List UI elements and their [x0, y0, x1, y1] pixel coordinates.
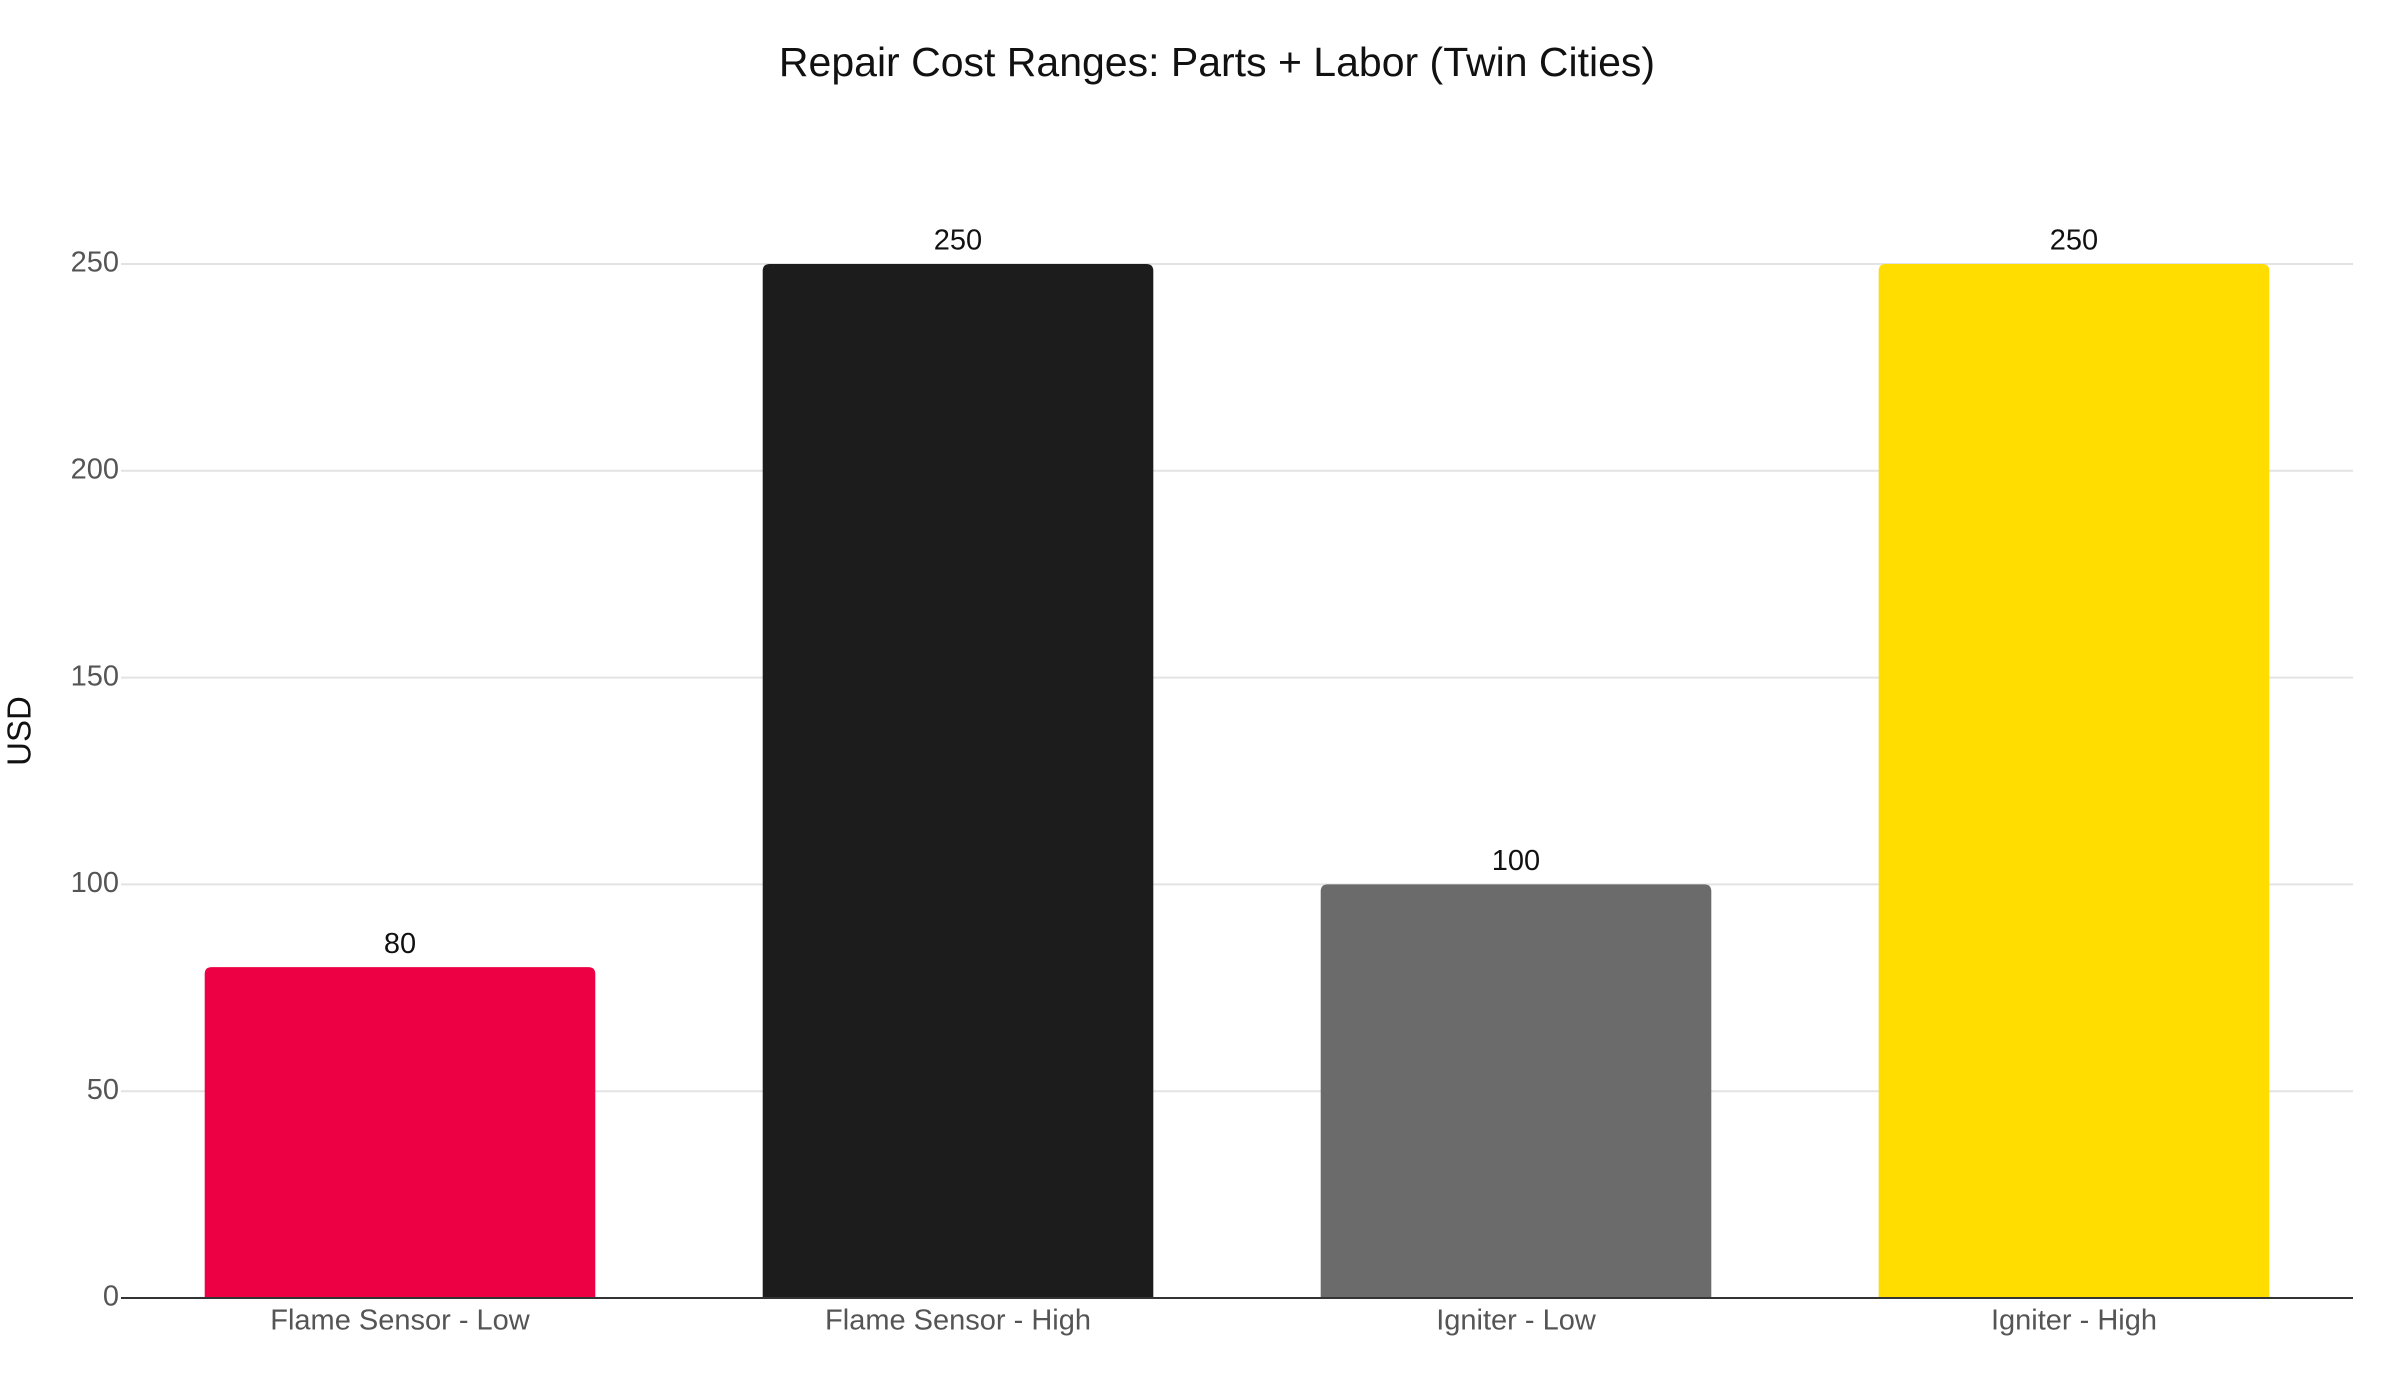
x-tick-label: Igniter - Low: [1436, 1305, 1597, 1337]
chart-title: Repair Cost Ranges: Parts + Labor (Twin …: [779, 39, 1655, 85]
y-tick-label: 250: [71, 247, 119, 279]
bar: [762, 264, 1154, 1298]
x-tick-label: Flame Sensor - Low: [270, 1305, 531, 1337]
value-label: 100: [1492, 845, 1540, 877]
bar: [204, 967, 596, 1298]
bar: [1320, 884, 1712, 1298]
y-tick-label: 150: [71, 660, 119, 692]
y-tick-label: 50: [87, 1074, 119, 1106]
y-tick-label: 200: [71, 453, 119, 485]
bar: [1878, 264, 2270, 1298]
x-tick-label: Igniter - High: [1991, 1305, 2157, 1337]
value-label: 80: [384, 928, 416, 960]
y-tick-label: 100: [71, 867, 119, 899]
value-label: 250: [934, 225, 982, 257]
y-tick-label: 0: [103, 1281, 119, 1313]
y-axis-label: USD: [1, 696, 38, 766]
x-tick-label: Flame Sensor - High: [825, 1305, 1091, 1337]
value-label: 250: [2050, 225, 2098, 257]
